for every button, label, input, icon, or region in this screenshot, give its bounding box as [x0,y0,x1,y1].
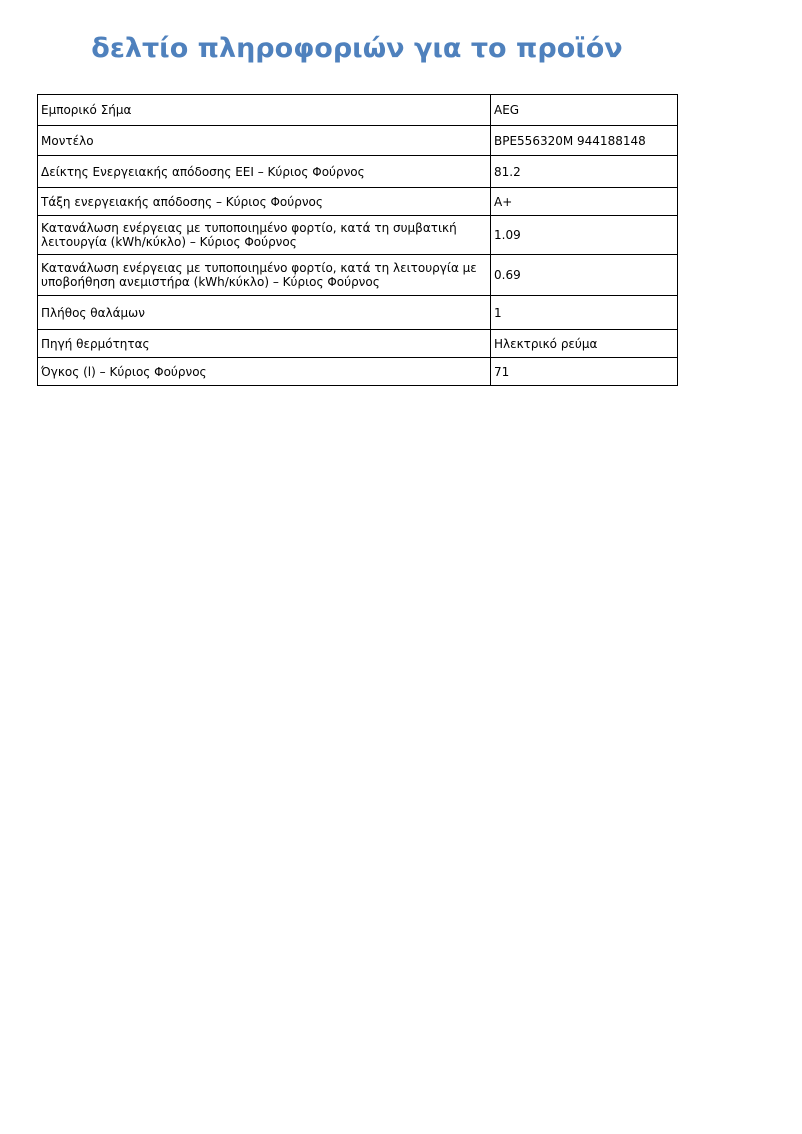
spec-value-cell: A+ [490,187,678,216]
table-row: Δείκτης Ενεργειακής απόδοσης EEI – Κύριο… [37,155,678,188]
spec-value-cell: 0.69 [490,254,678,296]
table-row: Τάξη ενεργειακής απόδοσης – Κύριος Φούρν… [37,187,678,216]
spec-label-cell: Μοντέλο [37,125,491,156]
spec-value-cell: 1 [490,295,678,330]
table-row: Εμπορικό Σήμα AEG [37,94,678,126]
spec-label-cell: Πηγή θερμότητας [37,329,491,358]
product-spec-table-body: Εμπορικό Σήμα AEG Μοντέλο BPE556320M 944188… [37,94,678,386]
spec-label-cell: Κατανάλωση ενέργειας με τυποποιημένο φορ… [37,254,491,296]
spec-label-cell: Εμπορικό Σήμα [37,94,491,126]
table-row: Πηγή θερμότητας Ηλεκτρικό ρεύμα [37,329,678,358]
spec-value-cell: AEG [490,94,678,126]
spec-value-cell: 81.2 [490,155,678,188]
spec-value-cell: Ηλεκτρικό ρεύμα [490,329,678,358]
spec-label-cell: Κατανάλωση ενέργειας με τυποποιημένο φορ… [37,215,491,255]
table-row: Μοντέλο BPE556320M 944188148 [37,125,678,156]
table-row: Πλήθος θαλάμων 1 [37,295,678,330]
spec-value-cell: 71 [490,357,678,386]
spec-label-cell: Πλήθος θαλάμων [37,295,491,330]
page-title: δελτίο πληροφοριών για το προϊόν [91,33,623,64]
spec-label-cell: Τάξη ενεργειακής απόδοσης – Κύριος Φούρν… [37,187,491,216]
table-row: Κατανάλωση ενέργειας με τυποποιημένο φορ… [37,254,678,296]
spec-value-cell: BPE556320M 944188148 [490,125,678,156]
spec-label-cell: Όγκος (l) – Κύριος Φούρνος [37,357,491,386]
product-spec-table: Εμπορικό Σήμα AEG Μοντέλο BPE556320M 944188… [37,94,678,386]
table-row: Όγκος (l) – Κύριος Φούρνος 71 [37,357,678,386]
spec-label-cell: Δείκτης Ενεργειακής απόδοσης EEI – Κύριο… [37,155,491,188]
table-row: Κατανάλωση ενέργειας με τυποποιημένο φορ… [37,215,678,255]
spec-value-cell: 1.09 [490,215,678,255]
